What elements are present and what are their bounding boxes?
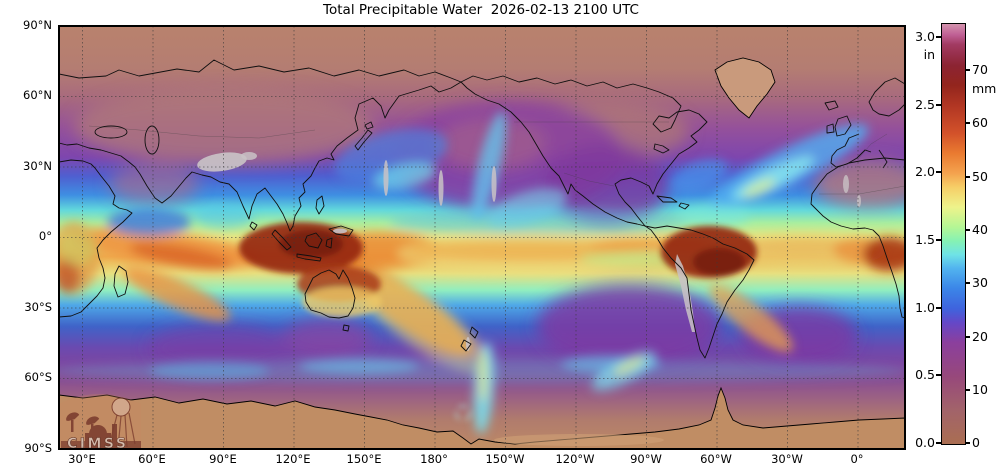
lon-tick-label: 90°W xyxy=(630,452,662,466)
map-plot-area: CIMSS xyxy=(58,25,906,450)
chart-title: Total Precipitable Water 2026-02-13 2100… xyxy=(323,2,639,18)
colorbar-tick xyxy=(936,307,941,309)
colorbar-in-label: 0.5 xyxy=(915,367,935,382)
colorbar-in-unit: in xyxy=(923,47,935,62)
lat-tick-label: 60°S xyxy=(24,370,52,384)
lon-tick-label: 120°E xyxy=(275,452,311,466)
lon-tick-label: 150°W xyxy=(485,452,525,466)
colorbar-mm-label: 30 xyxy=(972,275,988,290)
lat-tick-label: 90°S xyxy=(24,441,52,455)
colorbar-mm-unit: mm xyxy=(972,81,997,96)
lon-tick-label: 180° xyxy=(420,452,448,466)
colorbar-tick xyxy=(965,336,970,338)
colorbar-tick xyxy=(936,374,941,376)
map-border xyxy=(59,26,905,449)
colorbar-tick xyxy=(965,122,970,124)
colorbar-tick xyxy=(936,36,941,38)
tpw-field-moist-plumes xyxy=(59,111,905,434)
ice-sheets xyxy=(59,57,905,449)
lat-tick-label: 90°N xyxy=(23,18,52,32)
map-canvas: CIMSS xyxy=(59,26,905,449)
colorbar-tick xyxy=(936,171,941,173)
graticule xyxy=(59,26,905,449)
colorbar xyxy=(941,23,966,445)
colorbar-in-label: 3.0 xyxy=(915,29,935,44)
colorbar-in-label: 2.5 xyxy=(915,97,935,112)
lon-tick-label: 60°W xyxy=(700,452,732,466)
colorbar-mm-label: 50 xyxy=(972,169,988,184)
cimss-logo: CIMSS xyxy=(59,394,141,449)
lon-tick-label: 60°E xyxy=(138,452,166,466)
colorbar-tick xyxy=(965,69,970,71)
colorbar-mm-label: 60 xyxy=(972,115,988,130)
colorbar-tick xyxy=(965,442,970,444)
coastlines xyxy=(59,59,905,359)
colorbar-mm-label: 20 xyxy=(972,329,988,344)
colorbar-tick xyxy=(936,442,941,444)
colorbar-mm-label: 40 xyxy=(972,222,988,237)
lon-tick-label: 0° xyxy=(850,452,864,466)
colorbar-in-label: 1.0 xyxy=(915,300,935,315)
colorbar-tick xyxy=(936,104,941,106)
lat-tick-label: 0° xyxy=(38,229,52,243)
colorbar-mm-label: 10 xyxy=(972,382,988,397)
colorbar-tick xyxy=(965,389,970,391)
colorbar-tick xyxy=(965,229,970,231)
tpw-field-deep-convection xyxy=(239,222,757,422)
cimss-logo-text: CIMSS xyxy=(67,436,128,449)
lat-tick-label: 30°N xyxy=(23,159,52,173)
colorbar-tick xyxy=(965,176,970,178)
lon-tick-label: 120°W xyxy=(555,452,595,466)
lon-tick-label: 90°E xyxy=(209,452,237,466)
colorbar-in-label: 1.5 xyxy=(915,232,935,247)
colorbar-mm-label: 70 xyxy=(972,62,988,77)
greenland xyxy=(714,57,776,119)
tpw-field-anomalies xyxy=(74,88,905,373)
lat-tick-label: 30°S xyxy=(24,300,52,314)
lon-tick-label: 30°W xyxy=(771,452,803,466)
colorbar-tick xyxy=(936,239,941,241)
colorbar-in-label: 2.0 xyxy=(915,164,935,179)
colorbar-in-label: 0.0 xyxy=(915,435,935,450)
colorbar-tick xyxy=(965,282,970,284)
lon-tick-label: 150°E xyxy=(346,452,382,466)
country-borders xyxy=(88,121,905,195)
lon-tick-label: 30°E xyxy=(68,452,96,466)
colorbar-mm-label: 0 xyxy=(972,435,980,450)
lat-tick-label: 60°N xyxy=(23,88,52,102)
